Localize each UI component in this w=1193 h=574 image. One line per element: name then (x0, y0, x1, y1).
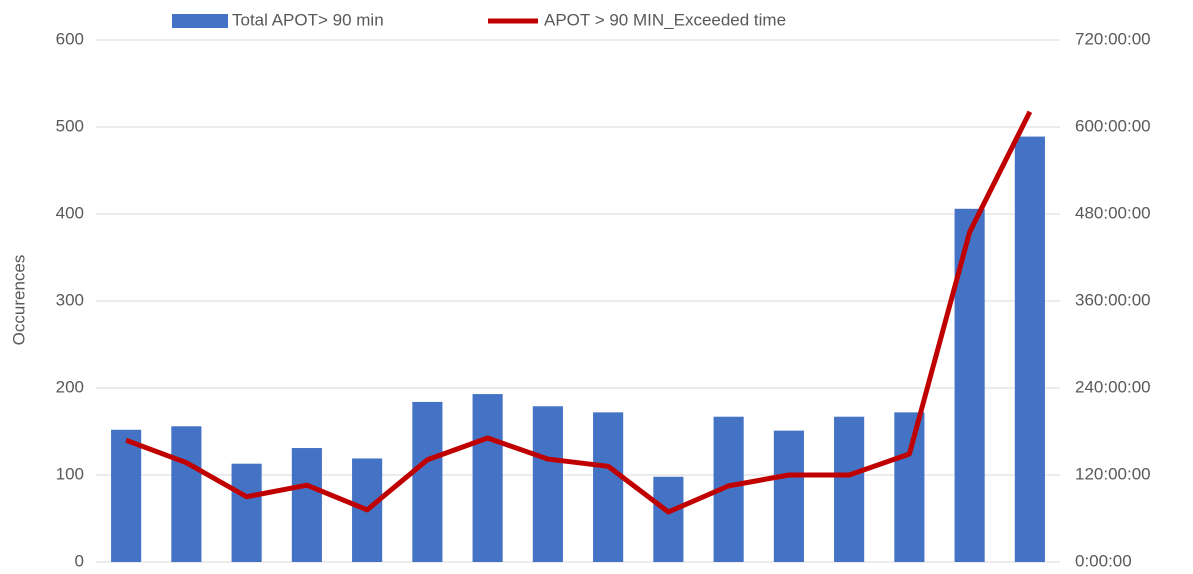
bar (532, 406, 563, 562)
bar (653, 476, 684, 562)
y-tick-label: 0 (75, 551, 84, 570)
bar (1014, 136, 1045, 562)
bar (291, 448, 322, 562)
y-tick-label: 500 (56, 116, 84, 135)
bar (773, 430, 804, 562)
y2-tick-label: 0:00:00 (1075, 551, 1132, 570)
bar (231, 463, 262, 562)
y2-tick-label: 240:00:00 (1075, 377, 1151, 396)
bar (111, 429, 142, 562)
y-axis-label: Occurences (9, 255, 28, 346)
bar (834, 416, 865, 562)
y2-tick-label: 480:00:00 (1075, 203, 1151, 222)
bar (171, 426, 202, 562)
y2-tick-label: 600:00:00 (1075, 116, 1151, 135)
line (125, 110, 1033, 515)
y-tick-label: 400 (56, 203, 84, 222)
y-tick-label: 600 (56, 29, 84, 48)
bar (894, 412, 925, 562)
y2-tick-label: 720:00:00 (1075, 29, 1151, 48)
y2-tick-label: 120:00:00 (1075, 464, 1151, 483)
legend-swatch (172, 14, 228, 28)
bar (593, 412, 624, 562)
bar (472, 394, 503, 562)
y-tick-label: 100 (56, 464, 84, 483)
legend-label: APOT > 90 MIN_Exceeded time (544, 10, 786, 29)
bar (412, 401, 443, 562)
y-tick-label: 200 (56, 377, 84, 396)
y2-tick-label: 360:00:00 (1075, 290, 1151, 309)
y-tick-label: 300 (56, 290, 84, 309)
legend-label: Total APOT> 90 min (232, 10, 384, 29)
